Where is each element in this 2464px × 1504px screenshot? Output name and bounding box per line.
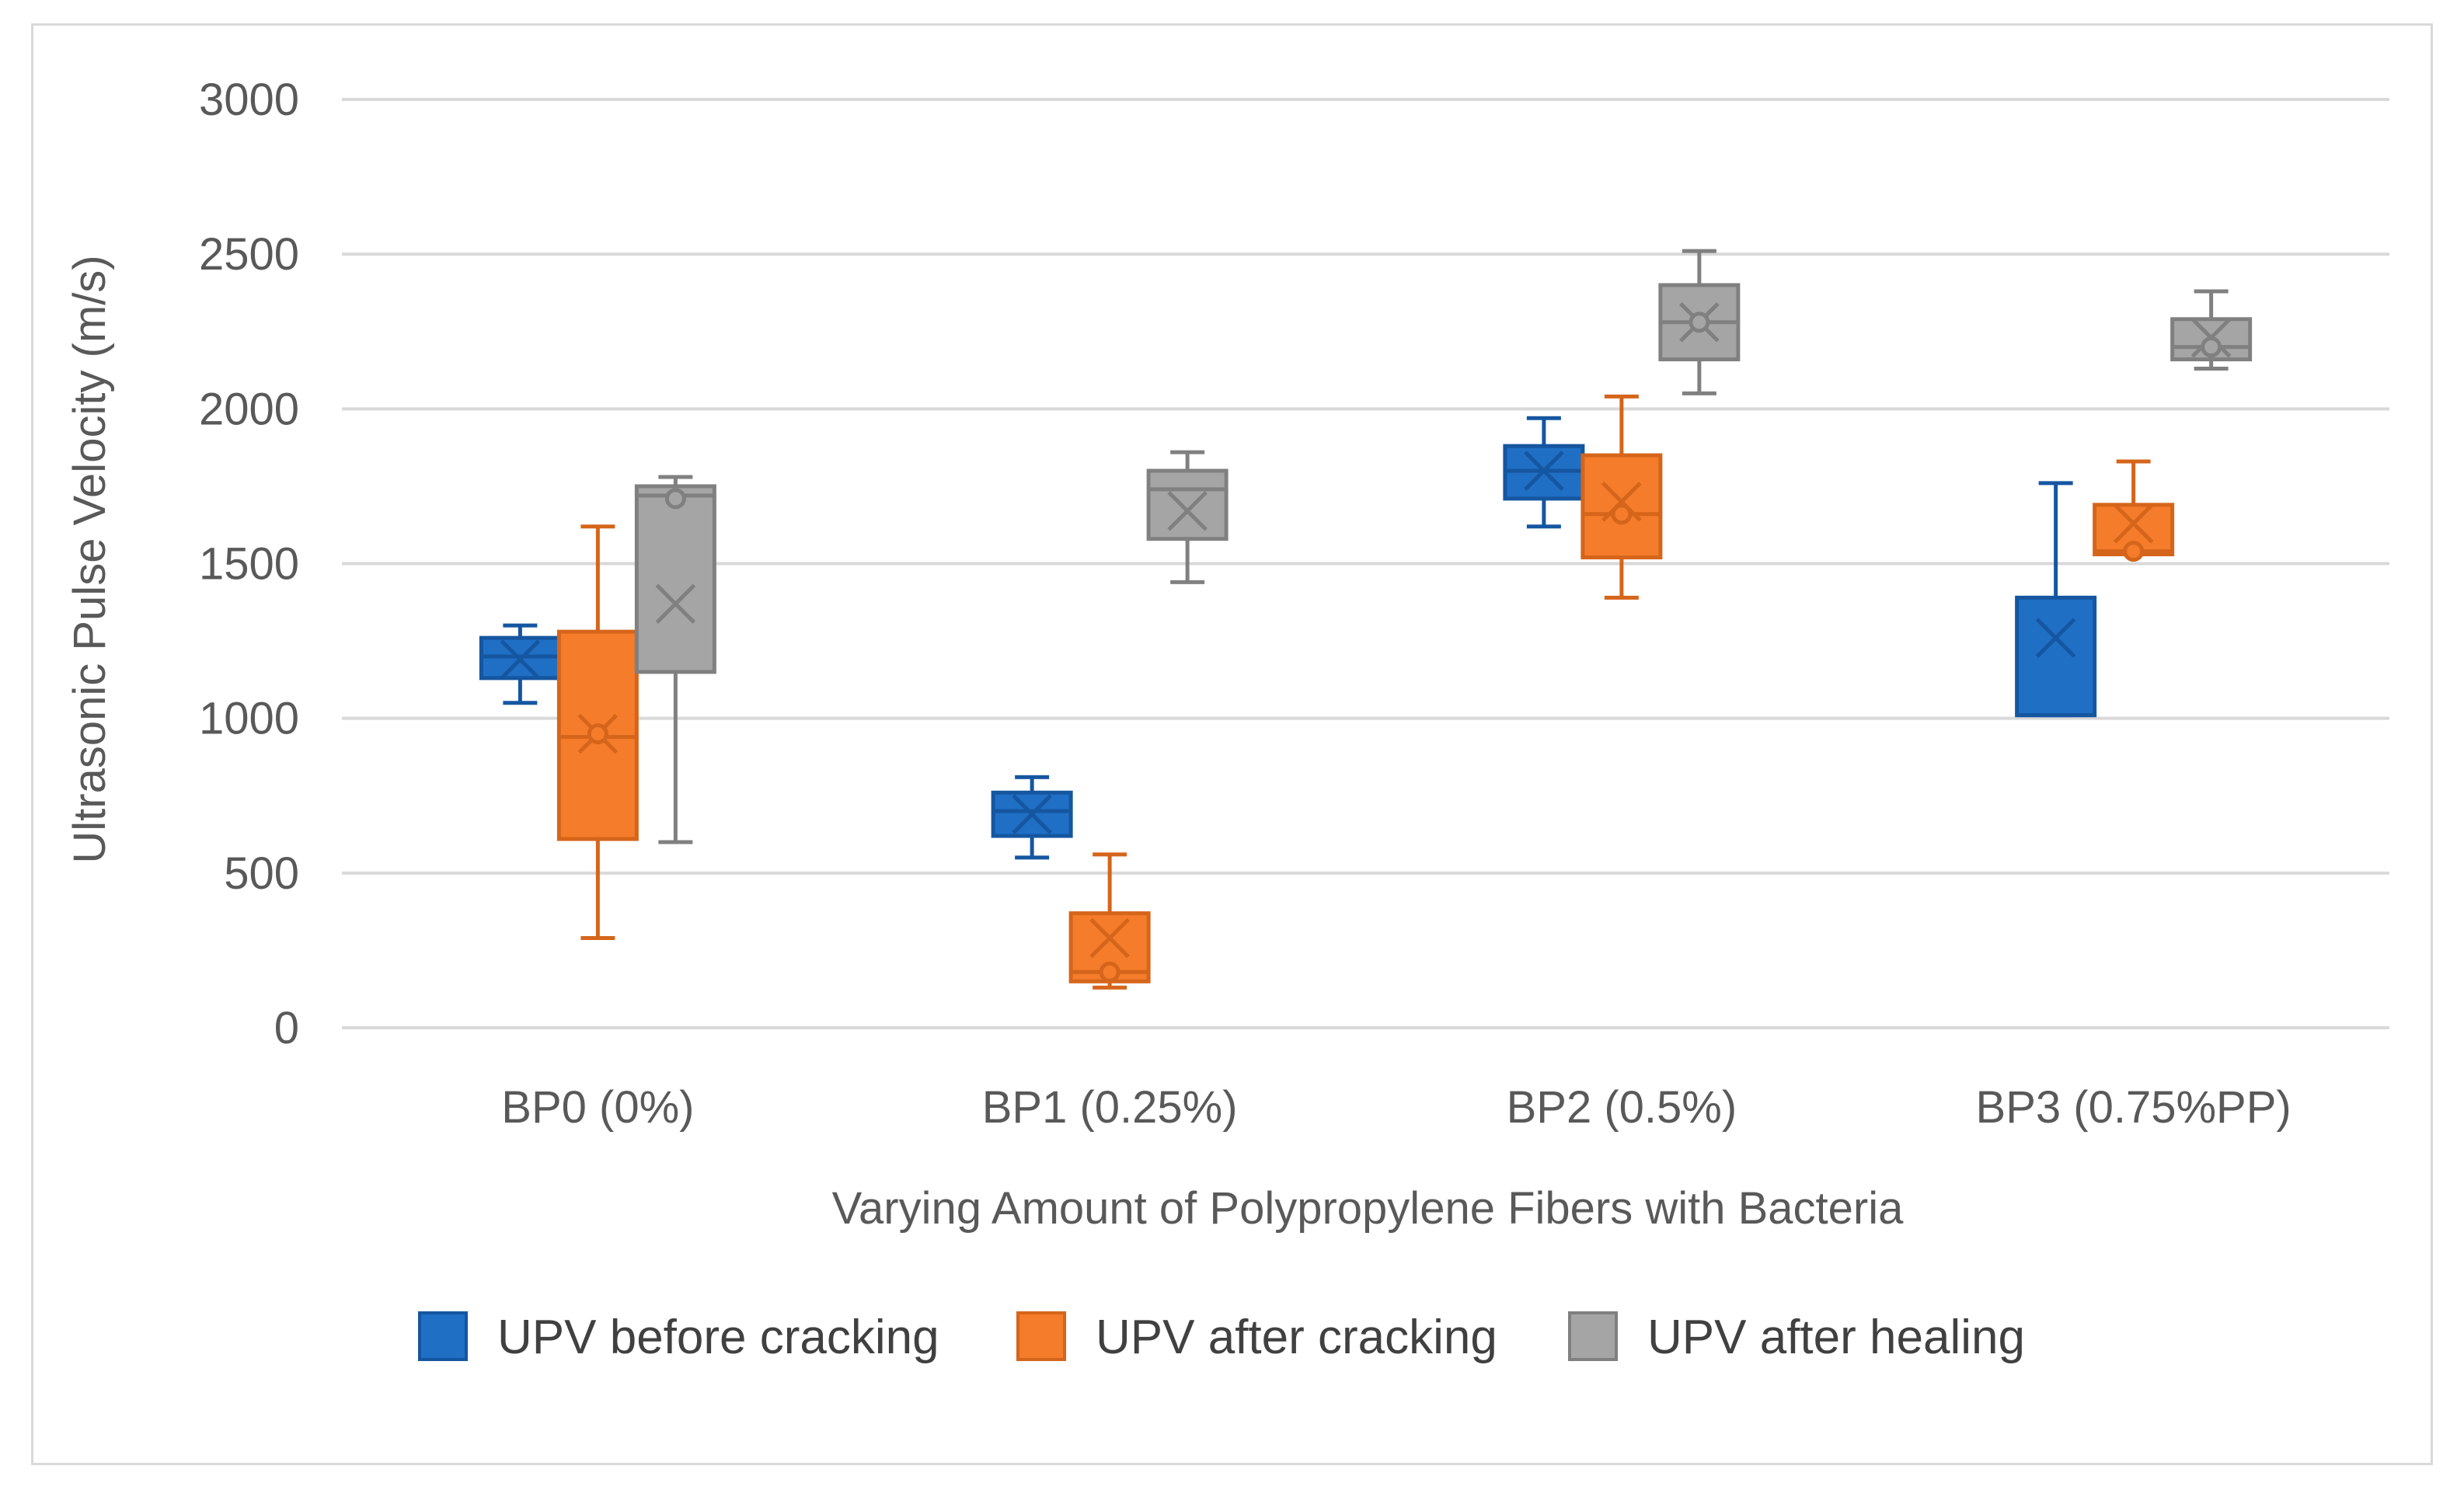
- x-tick-label: BP1 (0.25%): [982, 1082, 1238, 1133]
- series-upv-before-cracking: [479, 416, 2097, 860]
- box-2: [1503, 416, 1585, 529]
- mean-marker-b: [2113, 503, 2154, 544]
- box-1: [991, 775, 1073, 860]
- y-tick-label: 0: [274, 1003, 299, 1053]
- y-tick-label: 2500: [199, 229, 299, 280]
- mean-marker-b: [1012, 794, 1052, 834]
- point-marker: [1689, 312, 1710, 333]
- y-axis-ticks: 0 500 1000 1500 2000 2500 3000: [199, 75, 299, 1053]
- legend-swatch: [1568, 1311, 1618, 1361]
- y-tick-label: 3000: [199, 75, 299, 125]
- series-upv-after-healing: [634, 249, 2253, 844]
- box-2: [1658, 249, 1741, 395]
- legend-label: UPV after healing: [1647, 1311, 2025, 1364]
- legend-swatch: [1016, 1311, 1066, 1361]
- x-tick-label: BP3 (0.75%PP): [1976, 1082, 2291, 1133]
- point-marker: [2201, 336, 2222, 358]
- box-1: [1146, 450, 1229, 584]
- box-iqr: [1146, 468, 1229, 541]
- mean-marker-b: [500, 639, 541, 680]
- mean-marker-b: [1167, 491, 1208, 531]
- box-3: [2015, 481, 2097, 718]
- mean-marker-b: [1524, 451, 1564, 491]
- mean-marker-b: [655, 583, 696, 625]
- x-axis-ticks: BP0 (0%) BP1 (0.25%) BP2 (0.5%) BP3 (0.75%P…: [501, 1082, 2291, 1133]
- box-series: [479, 249, 2253, 990]
- mean-marker-b: [1601, 482, 1642, 522]
- box-0: [479, 623, 561, 705]
- point-marker: [2123, 541, 2145, 562]
- mean-marker-b: [1089, 917, 1130, 959]
- point-marker: [1611, 503, 1633, 525]
- box-iqr: [634, 484, 716, 674]
- point-marker: [1099, 961, 1120, 983]
- box-3: [2093, 459, 2175, 562]
- legend-item: UPV after healing: [1568, 1311, 2025, 1364]
- legend-swatch: [418, 1311, 468, 1361]
- box-3: [2170, 289, 2253, 371]
- x-axis-title: Varying Amount of Polypropylene Fibers w…: [832, 1183, 1904, 1234]
- legend-item: UPV before cracking: [418, 1311, 939, 1364]
- gridlines: [342, 98, 2389, 1029]
- box-iqr: [2015, 595, 2097, 718]
- series-upv-after-cracking: [556, 394, 2175, 990]
- x-tick-label: BP2 (0.5%): [1507, 1082, 1737, 1133]
- y-axis-title: Ultrasonic Pulse Velocity (m/s): [64, 255, 115, 863]
- x-tick-label: BP0 (0%): [501, 1082, 694, 1133]
- y-tick-label: 2000: [199, 384, 299, 434]
- y-tick-label: 1500: [199, 539, 299, 590]
- legend: UPV before cracking UPV after cracking UPV…: [418, 1311, 2025, 1364]
- y-tick-label: 1000: [199, 694, 299, 744]
- chart-frame: [31, 23, 2433, 1465]
- box-0: [556, 524, 639, 940]
- point-marker: [587, 723, 608, 745]
- box-0: [634, 475, 716, 844]
- y-tick-label: 500: [224, 848, 299, 899]
- box-1: [1068, 852, 1151, 990]
- box-2: [1581, 394, 1663, 600]
- legend-label: UPV before cracking: [497, 1311, 939, 1364]
- mean-marker-b: [2035, 618, 2076, 658]
- legend-label: UPV after cracking: [1096, 1311, 1497, 1364]
- legend-item: UPV after cracking: [1016, 1311, 1497, 1364]
- point-marker: [664, 488, 686, 510]
